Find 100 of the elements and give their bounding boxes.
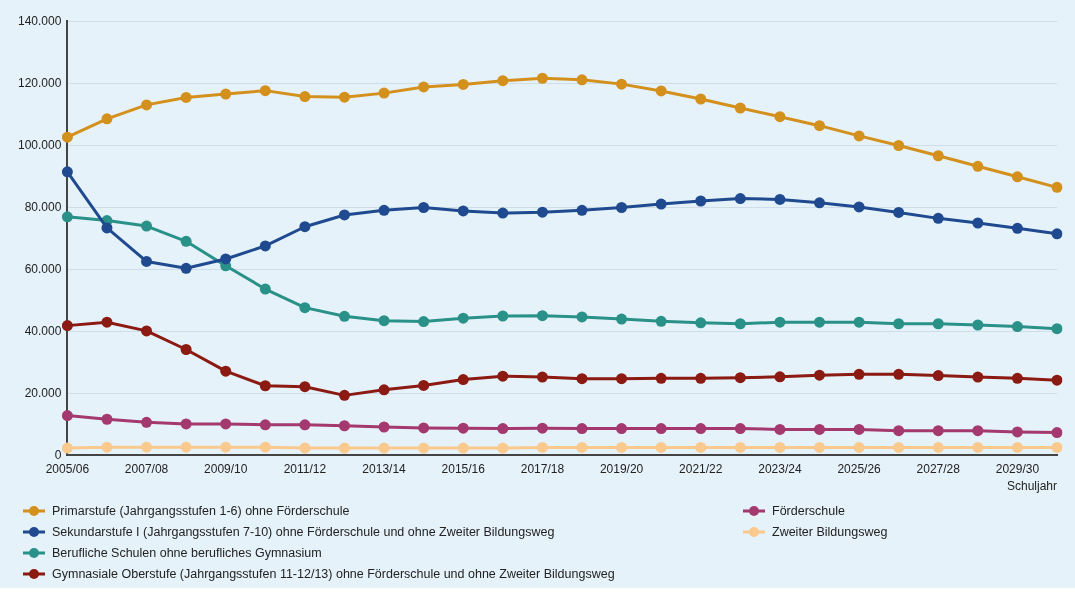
legend-label: Berufliche Schulen ohne berufliches Gymnasium xyxy=(52,545,322,560)
point xyxy=(418,316,430,328)
point xyxy=(259,419,271,431)
point xyxy=(259,85,271,97)
legend-label: Förderschule xyxy=(772,503,845,518)
x-tick-label: 2029/30 xyxy=(995,461,1040,476)
point xyxy=(101,413,113,425)
x-tick-label: 2013/14 xyxy=(362,461,407,476)
point xyxy=(220,441,232,453)
point xyxy=(616,202,628,214)
point xyxy=(576,423,588,435)
legend-label: Zweiter Bildungsweg xyxy=(772,524,888,539)
point xyxy=(774,441,786,453)
point xyxy=(616,78,628,90)
point xyxy=(813,423,825,435)
point xyxy=(141,220,153,232)
legend-label: Primarstufe (Jahrgangsstufen 1-6) ohne Förderschule xyxy=(52,503,350,518)
point xyxy=(338,389,350,401)
point xyxy=(497,310,509,322)
point xyxy=(893,425,905,437)
point xyxy=(259,441,271,453)
point xyxy=(180,441,192,453)
point xyxy=(299,221,311,233)
point xyxy=(497,370,509,382)
point xyxy=(418,379,430,391)
point xyxy=(774,316,786,328)
point xyxy=(932,425,944,437)
x-tick-label: 2015/16 xyxy=(441,461,486,476)
point xyxy=(378,421,390,433)
point xyxy=(61,166,73,178)
y-tick-label: 20.000 xyxy=(24,385,62,400)
point xyxy=(734,372,746,384)
point xyxy=(734,318,746,330)
point xyxy=(893,318,905,330)
point xyxy=(418,81,430,93)
point xyxy=(972,319,984,331)
point xyxy=(101,316,113,328)
point xyxy=(655,85,667,97)
point xyxy=(972,371,984,383)
point xyxy=(536,422,548,434)
y-tick-label: 0 xyxy=(54,447,62,462)
point xyxy=(378,87,390,99)
point xyxy=(655,423,667,435)
point xyxy=(813,197,825,209)
x-tick-label: 2005/06 xyxy=(45,461,90,476)
point xyxy=(220,365,232,377)
x-axis-title: Schuljahr xyxy=(1006,479,1057,494)
point xyxy=(893,140,905,152)
x-tick-label: 2017/18 xyxy=(520,461,565,476)
point xyxy=(576,373,588,385)
point xyxy=(141,99,153,111)
point xyxy=(180,262,192,274)
point xyxy=(418,442,430,454)
point xyxy=(180,91,192,103)
x-tick-label: 2019/20 xyxy=(599,461,644,476)
point xyxy=(774,193,786,205)
point xyxy=(378,442,390,454)
point xyxy=(299,381,311,393)
point xyxy=(259,283,271,295)
point xyxy=(774,111,786,123)
point xyxy=(813,316,825,328)
point xyxy=(180,235,192,247)
point xyxy=(338,420,350,432)
point xyxy=(457,78,469,90)
point xyxy=(616,441,628,453)
point xyxy=(259,240,271,252)
point xyxy=(1051,323,1063,335)
point xyxy=(536,441,548,453)
point xyxy=(932,318,944,330)
x-tick-label: 2007/08 xyxy=(124,461,169,476)
point xyxy=(101,441,113,453)
point xyxy=(774,371,786,383)
point xyxy=(853,316,865,328)
point xyxy=(655,315,667,327)
point xyxy=(536,206,548,218)
point xyxy=(893,441,905,453)
point xyxy=(1011,372,1023,384)
point xyxy=(141,255,153,267)
point xyxy=(695,423,707,435)
point xyxy=(61,211,73,223)
point xyxy=(457,442,469,454)
point xyxy=(695,93,707,105)
point xyxy=(734,423,746,435)
point xyxy=(774,423,786,435)
point xyxy=(893,368,905,380)
point xyxy=(893,206,905,218)
x-tick-label: 2021/22 xyxy=(679,461,723,476)
x-tick-label: 2023/24 xyxy=(758,461,802,476)
point xyxy=(299,302,311,314)
point xyxy=(1011,222,1023,234)
point xyxy=(418,422,430,434)
y-tick-label: 120.000 xyxy=(17,75,62,90)
point xyxy=(1011,321,1023,333)
point xyxy=(378,315,390,327)
point xyxy=(576,311,588,323)
point xyxy=(853,423,865,435)
point xyxy=(1011,441,1023,453)
point xyxy=(932,370,944,382)
point xyxy=(338,91,350,103)
point xyxy=(220,418,232,430)
